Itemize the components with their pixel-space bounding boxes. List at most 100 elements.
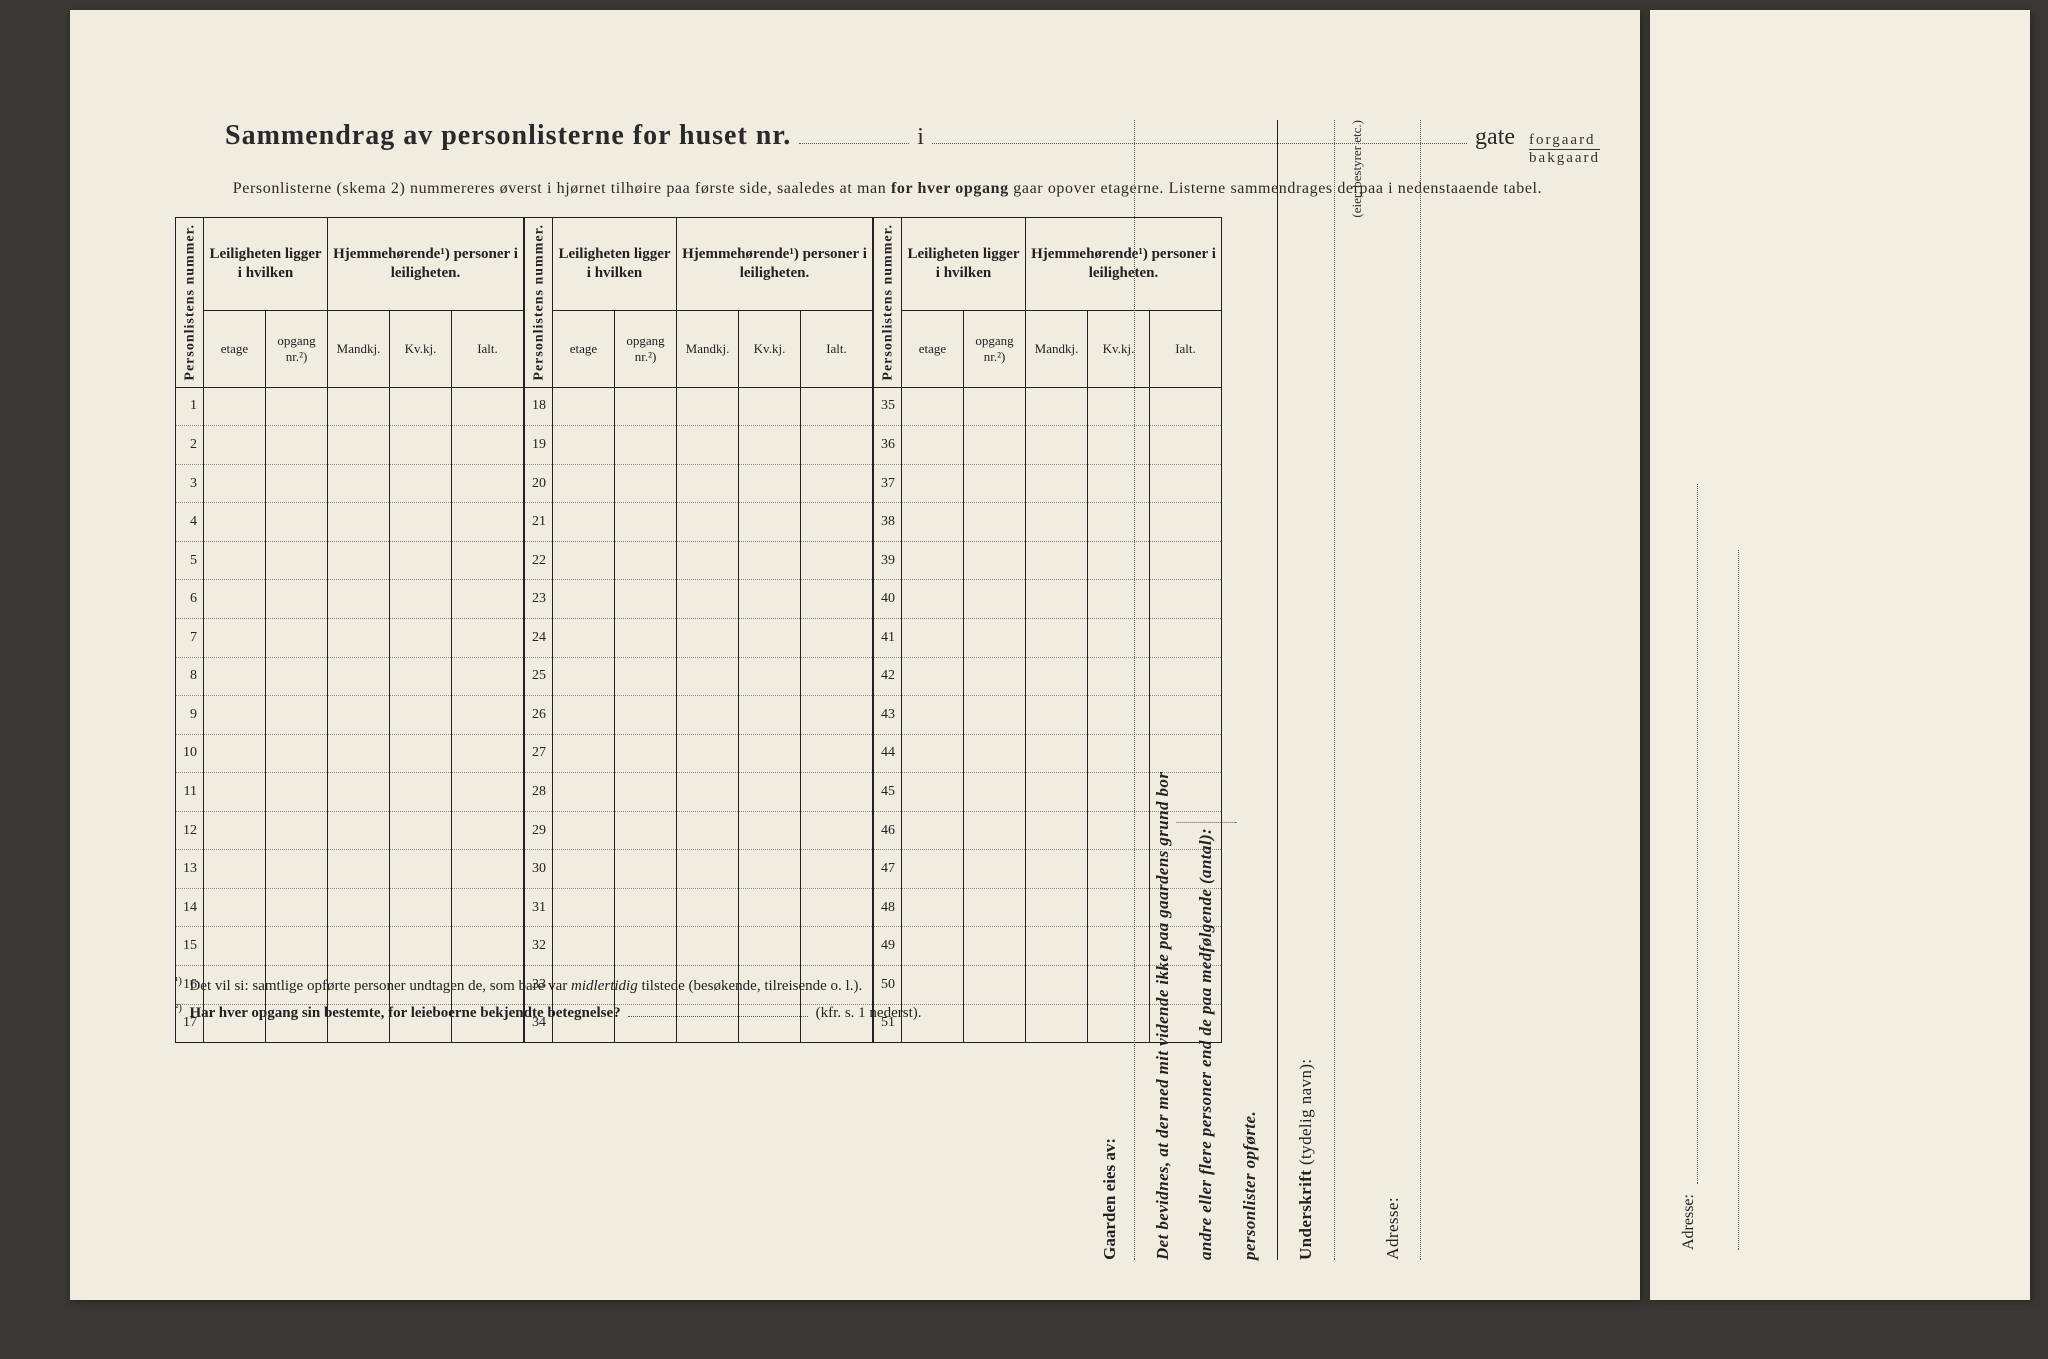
cell-opgang: [266, 541, 328, 580]
cell-ialt: [801, 888, 873, 927]
table-row: 27: [525, 734, 873, 773]
cell-mandkj: [1026, 503, 1088, 542]
col-mandkj: Mandkj.: [328, 311, 390, 388]
cell-mandkj: [677, 657, 739, 696]
cell-mandkj: [1026, 580, 1088, 619]
cell-etage: [902, 541, 964, 580]
cell-ialt: [452, 464, 524, 503]
table-row: 30: [525, 850, 873, 889]
cell-ialt: [801, 503, 873, 542]
cell-etage: [553, 618, 615, 657]
cell-etage: [204, 503, 266, 542]
cell-kvkj: [739, 696, 801, 735]
table-row: 26: [525, 696, 873, 735]
cell-mandkj: [328, 657, 390, 696]
table-row: 18: [525, 387, 873, 426]
cell-opgang: [964, 618, 1026, 657]
cell-kvkj: [390, 580, 452, 619]
row-number: 24: [525, 618, 553, 657]
cell-etage: [902, 657, 964, 696]
cell-ialt: [452, 618, 524, 657]
cell-etage: [902, 811, 964, 850]
col-personlistens: Personlistens nummer.: [874, 218, 902, 388]
cell-mandkj: [1026, 927, 1088, 966]
cell-mandkj: [1026, 696, 1088, 735]
cell-mandkj: [677, 503, 739, 542]
table-row: 29: [525, 811, 873, 850]
cell-etage: [204, 426, 266, 465]
cell-kvkj: [390, 927, 452, 966]
cell-mandkj: [677, 773, 739, 812]
cell-mandkj: [328, 503, 390, 542]
table-row: 9: [176, 696, 524, 735]
table-group-1: Personlistens nummer.Leiligheten ligger …: [175, 217, 524, 1043]
cell-opgang: [266, 734, 328, 773]
cell-ialt: [801, 426, 873, 465]
row-number: 22: [525, 541, 553, 580]
cell-opgang: [266, 850, 328, 889]
table-row: 15: [176, 927, 524, 966]
col-etage: etage: [902, 311, 964, 388]
cell-etage: [902, 773, 964, 812]
cell-kvkj: [739, 541, 801, 580]
cell-opgang: [964, 541, 1026, 580]
cell-mandkj: [677, 464, 739, 503]
cell-etage: [553, 888, 615, 927]
title-i: i: [917, 124, 924, 151]
row-number: 43: [874, 696, 902, 735]
cell-ialt: [452, 888, 524, 927]
cell-ialt: [452, 927, 524, 966]
cell-etage: [902, 618, 964, 657]
cell-etage: [553, 773, 615, 812]
cell-mandkj: [1026, 387, 1088, 426]
row-number: 39: [874, 541, 902, 580]
cell-ialt: [452, 503, 524, 542]
cell-kvkj: [390, 426, 452, 465]
cell-opgang: [964, 464, 1026, 503]
row-number: 5: [176, 541, 204, 580]
cell-ialt: [801, 773, 873, 812]
row-number: 40: [874, 580, 902, 619]
table-row: 22: [525, 541, 873, 580]
cell-opgang: [615, 541, 677, 580]
cell-mandkj: [1026, 734, 1088, 773]
table-row: 7: [176, 618, 524, 657]
adresse-block: Adresse:: [1680, 130, 1980, 1250]
row-number: 25: [525, 657, 553, 696]
cell-etage: [553, 696, 615, 735]
row-number: 18: [525, 387, 553, 426]
cell-etage: [204, 657, 266, 696]
col-kvkj: Kv.kj.: [390, 311, 452, 388]
cell-etage: [204, 734, 266, 773]
cell-opgang: [615, 618, 677, 657]
cell-kvkj: [390, 811, 452, 850]
table-row: 11: [176, 773, 524, 812]
attestation-sidebar: Gaarden eies av: Det bevidnes, at der me…: [1100, 120, 1620, 1260]
row-number: 29: [525, 811, 553, 850]
cell-etage: [204, 618, 266, 657]
cell-opgang: [964, 888, 1026, 927]
cell-kvkj: [739, 580, 801, 619]
adresse-col-2: [1738, 130, 1739, 1250]
cell-opgang: [615, 503, 677, 542]
cell-ialt: [452, 850, 524, 889]
cell-kvkj: [739, 888, 801, 927]
cell-opgang: [266, 773, 328, 812]
cell-mandkj: [677, 387, 739, 426]
cell-opgang: [964, 426, 1026, 465]
cell-opgang: [266, 888, 328, 927]
row-number: 3: [176, 464, 204, 503]
cell-mandkj: [1026, 618, 1088, 657]
cell-mandkj: [1026, 426, 1088, 465]
row-number: 4: [176, 503, 204, 542]
cell-mandkj: [328, 734, 390, 773]
side-line-2: [1334, 120, 1335, 1260]
col-mandkj: Mandkj.: [677, 311, 739, 388]
cell-mandkj: [328, 888, 390, 927]
table-row: 4: [176, 503, 524, 542]
row-number: 14: [176, 888, 204, 927]
col-ialt: Ialt.: [801, 311, 873, 388]
cell-etage: [902, 387, 964, 426]
cell-etage: [204, 811, 266, 850]
cell-etage: [553, 580, 615, 619]
